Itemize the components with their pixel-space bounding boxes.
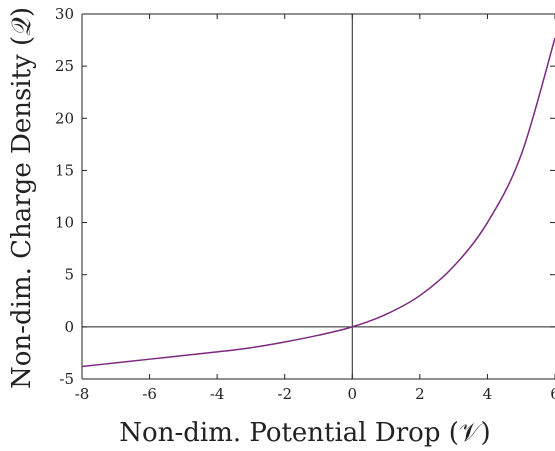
plot-area: -8 -6 -4 -2 0 2 4 6 -5 0 5 10 15 20 25 30 bbox=[55, 5, 555, 403]
x-tick-label: -8 bbox=[75, 385, 90, 403]
x-tick-label: 4 bbox=[483, 385, 493, 403]
y-tick-label: 15 bbox=[55, 161, 74, 179]
x-tick-label: 2 bbox=[415, 385, 425, 403]
x-tick-label: 0 bbox=[348, 385, 358, 403]
x-tick-label: -6 bbox=[142, 385, 157, 403]
y-tick-label: 20 bbox=[55, 109, 74, 127]
y-tick-label: 10 bbox=[55, 214, 74, 232]
x-tick-label: -2 bbox=[277, 385, 292, 403]
y-tick-label: 5 bbox=[64, 266, 74, 284]
x-axis-title: Non-dim. Potential Drop (𝒱) bbox=[119, 418, 490, 448]
x-tick-label: -4 bbox=[210, 385, 225, 403]
y-tick-label: 30 bbox=[55, 5, 74, 23]
series-line bbox=[81, 37, 555, 368]
x-tick-label: 6 bbox=[550, 385, 555, 403]
y-tick-label: 0 bbox=[64, 318, 74, 336]
y-axis-title: Non-dim. Charge Density (𝒬) bbox=[7, 7, 37, 389]
y-tick-label: -5 bbox=[59, 370, 74, 388]
y-tick-label: 25 bbox=[55, 57, 74, 75]
